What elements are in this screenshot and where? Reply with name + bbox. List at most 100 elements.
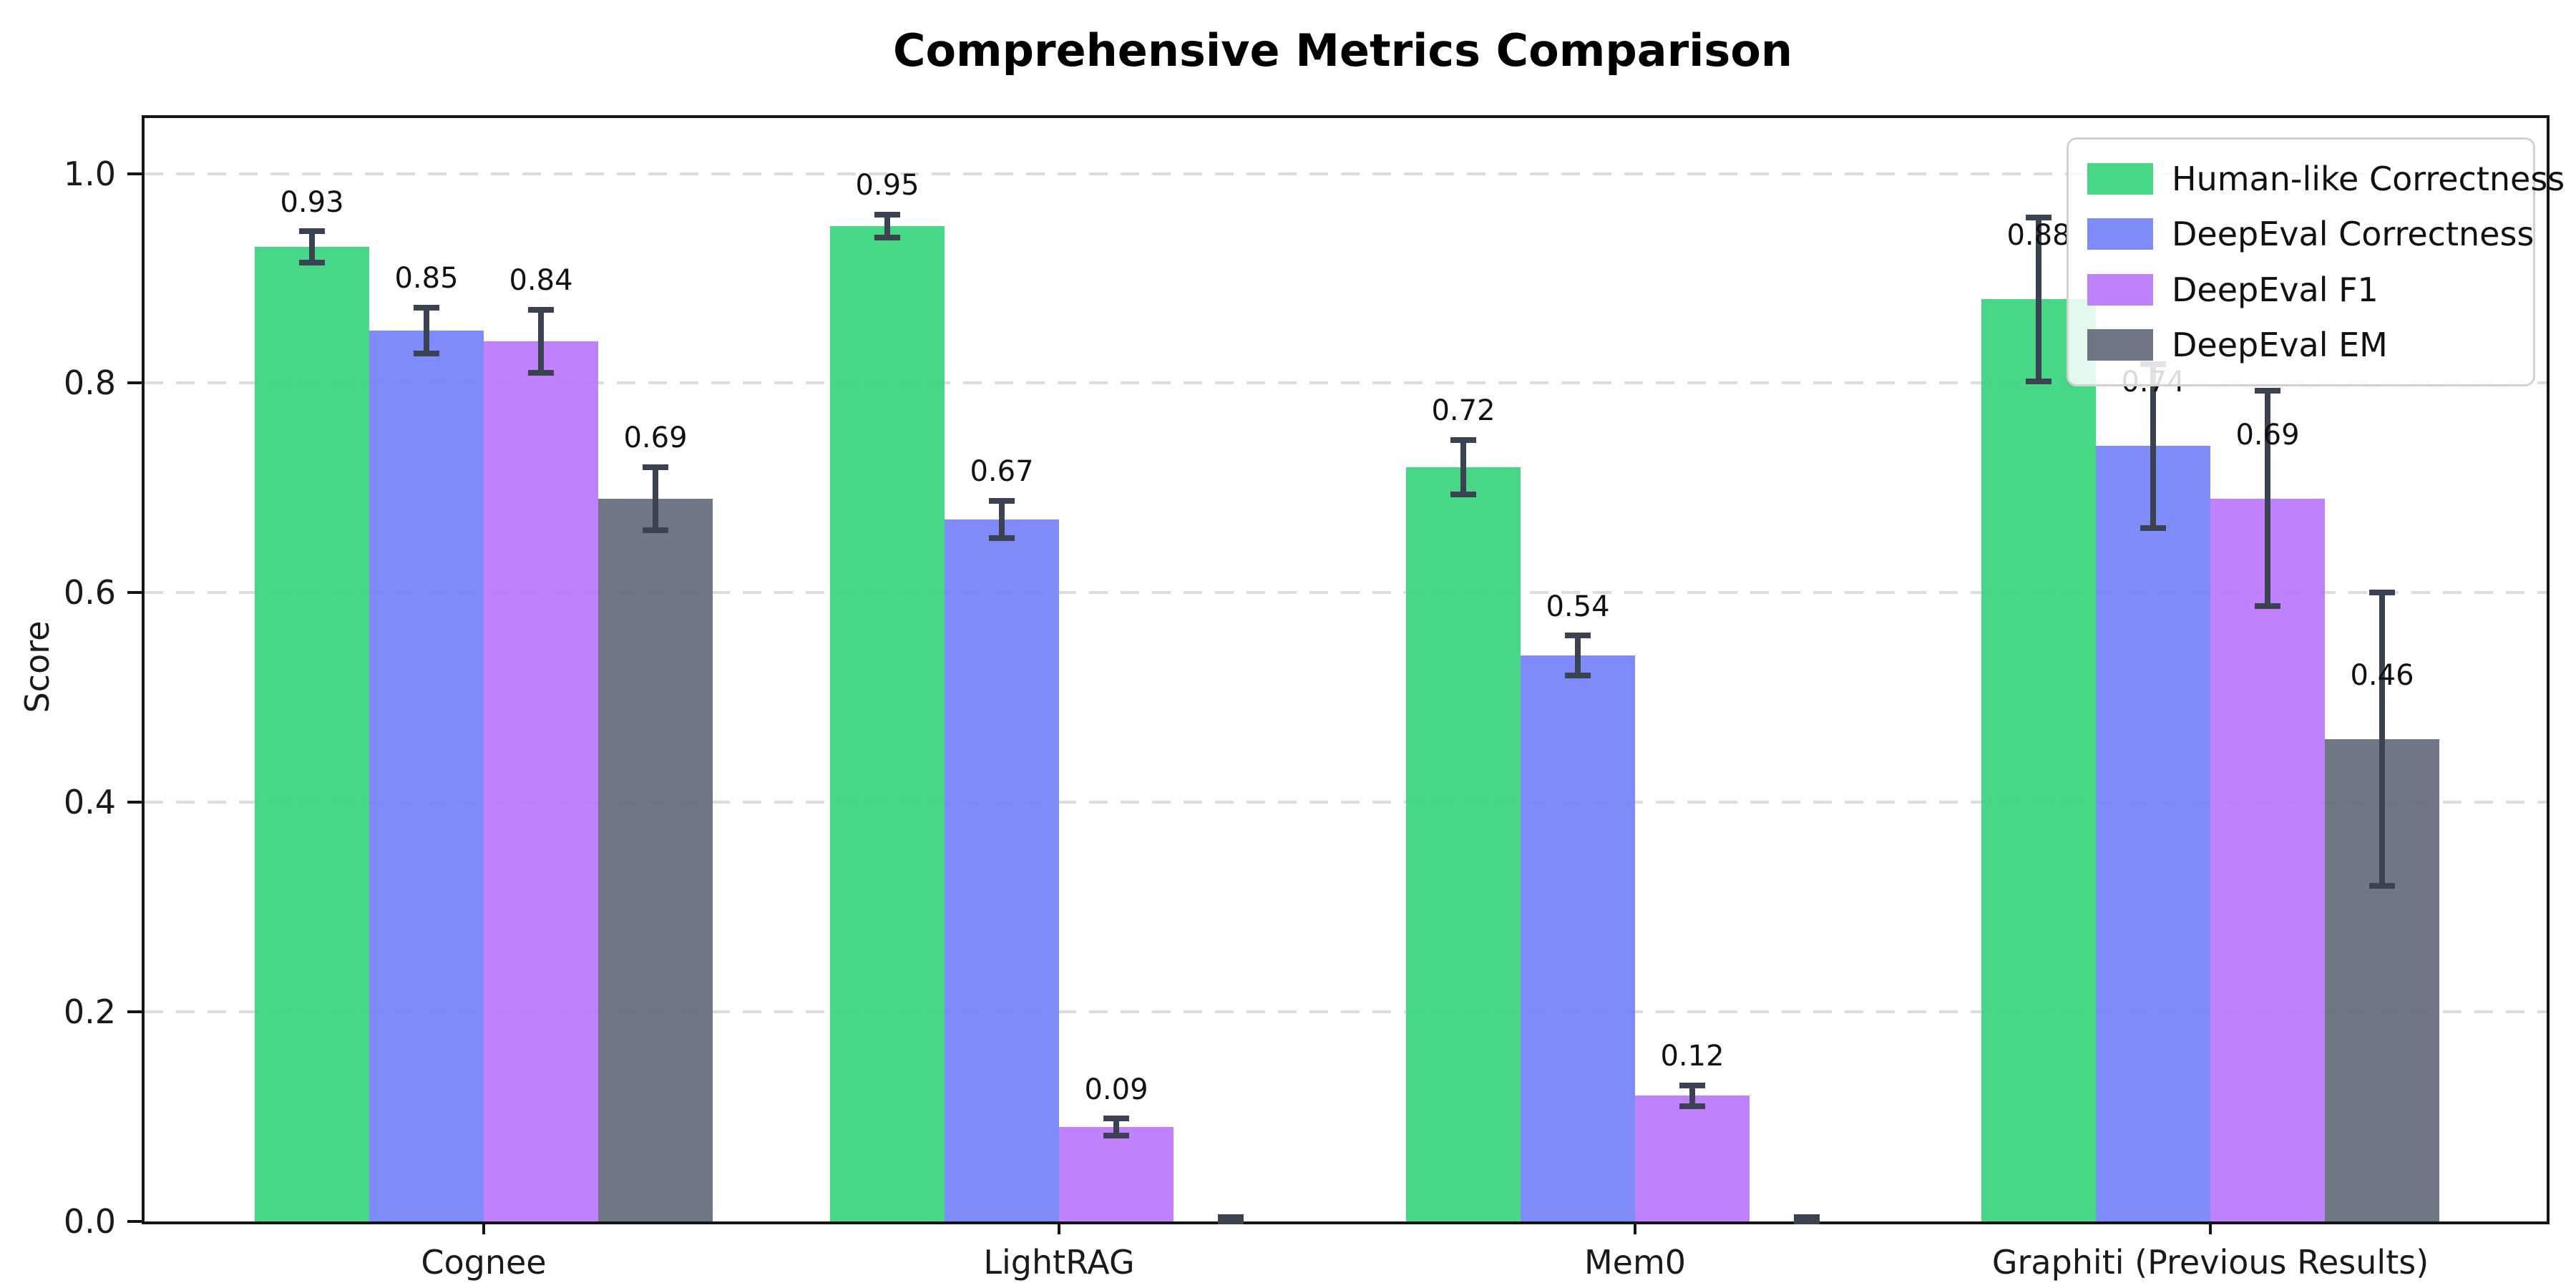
x-category-label: Graphiti (Previous Results)	[1991, 1243, 2429, 1282]
error-bar-cap-top	[643, 464, 668, 470]
legend-label: DeepEval F1	[2172, 270, 2379, 309]
x-category-label: Cognee	[421, 1243, 547, 1282]
error-bar-cap-top	[874, 211, 900, 218]
error-bar	[1689, 1085, 1695, 1106]
bar-value-label: 0.67	[970, 454, 1034, 488]
legend-swatch	[2087, 163, 2153, 195]
error-bar-cap-top	[1794, 1214, 1820, 1221]
error-bar-cap-top	[414, 305, 439, 311]
y-tick-label: 0.6	[63, 573, 116, 613]
bar	[2210, 498, 2325, 1221]
plot-area: Human-like Correctness DeepEval Correctne…	[64, 115, 2565, 1282]
error-bar-cap-top	[528, 306, 554, 313]
error-bar	[538, 309, 544, 373]
x-category-label: LightRAG	[983, 1243, 1135, 1282]
error-bar-cap-top	[2026, 215, 2051, 221]
gridline	[145, 381, 2547, 385]
y-tick-label: 1.0	[63, 154, 116, 193]
error-bar-cap-top	[1565, 633, 1591, 639]
error-bar-cap-top	[1218, 1214, 1244, 1221]
legend-swatch	[2087, 273, 2153, 306]
y-tick	[127, 172, 142, 175]
error-bar	[1575, 635, 1581, 676]
bar-value-label: 0.84	[509, 264, 573, 298]
gridline	[145, 1010, 2547, 1014]
bar	[1521, 655, 1635, 1221]
error-bar-cap-bottom	[1218, 1219, 1244, 1224]
error-bar	[309, 231, 315, 263]
x-category-label: Mem0	[1584, 1243, 1687, 1282]
error-bar-cap-bottom	[2369, 883, 2395, 889]
bar-value-label: 0.69	[623, 421, 688, 455]
error-bar-cap-bottom	[1565, 673, 1591, 679]
error-bar-cap-top	[1103, 1116, 1129, 1122]
bar	[2096, 446, 2210, 1221]
gridline	[145, 172, 2547, 175]
legend-label: DeepEval EM	[2172, 325, 2388, 364]
error-bar-cap-bottom	[989, 535, 1015, 542]
bar-value-label: 0.93	[280, 185, 344, 219]
error-bar	[2036, 218, 2041, 381]
error-bar	[999, 500, 1005, 539]
error-bar-cap-bottom	[528, 369, 554, 376]
error-bar-cap-top	[2369, 590, 2395, 596]
error-bar-cap-bottom	[2140, 525, 2166, 531]
bar-value-label: 0.69	[2235, 418, 2300, 452]
y-tick-label: 0.4	[63, 783, 116, 822]
legend-item: DeepEval F1	[2087, 266, 2514, 313]
error-bar	[2379, 592, 2385, 887]
error-bar	[1113, 1118, 1119, 1136]
error-bar	[2265, 390, 2270, 607]
error-bar-cap-bottom	[874, 234, 900, 240]
bar	[598, 498, 713, 1221]
error-bar-cap-bottom	[299, 260, 325, 266]
legend-item: Human-like Correctness	[2087, 155, 2565, 203]
error-bar-cap-bottom	[2026, 378, 2051, 384]
error-bar-cap-bottom	[1794, 1219, 1820, 1224]
error-bar	[884, 214, 890, 238]
legend: Human-like Correctness DeepEval Correctne…	[2067, 137, 2565, 386]
y-axis-label: Score	[18, 620, 57, 713]
bar-value-label: 0.95	[855, 169, 919, 203]
y-tick	[127, 591, 142, 595]
y-tick	[127, 801, 142, 804]
error-bar-cap-top	[989, 497, 1015, 504]
bar	[1981, 299, 2096, 1221]
bar	[369, 331, 484, 1221]
bar	[1635, 1096, 1750, 1221]
bar	[945, 519, 1059, 1221]
y-tick	[127, 1010, 142, 1014]
error-bar-cap-top	[1450, 436, 1476, 443]
x-tick	[482, 1221, 485, 1234]
y-tick	[127, 1220, 142, 1223]
legend-swatch	[2087, 218, 2153, 250]
error-bar-cap-bottom	[1103, 1132, 1129, 1138]
bar	[255, 247, 369, 1221]
y-tick-label: 0.2	[63, 992, 116, 1032]
x-tick	[1058, 1221, 1060, 1234]
error-bar	[1460, 439, 1466, 494]
error-bar-cap-top	[2255, 387, 2280, 394]
legend-label: DeepEval Correctness	[2172, 215, 2534, 254]
bar-value-label: 0.09	[1084, 1073, 1148, 1106]
legend-item: DeepEval Correctness	[2087, 210, 2534, 258]
bar-value-label: 0.46	[2350, 659, 2414, 693]
bar-value-label: 0.85	[394, 262, 459, 296]
error-bar-cap-top	[299, 228, 325, 235]
bar	[1406, 467, 1521, 1221]
y-tick-label: 0.8	[63, 364, 116, 403]
legend-swatch	[2087, 328, 2153, 361]
bar-value-label: 0.72	[1431, 394, 1496, 427]
error-bar-cap-bottom	[1679, 1103, 1705, 1109]
chart-title: Comprehensive Metrics Comparison	[892, 24, 1793, 77]
gridline	[145, 801, 2547, 804]
error-bar	[424, 308, 429, 354]
error-bar	[2150, 364, 2156, 528]
bar-value-label: 0.12	[1660, 1040, 1724, 1073]
x-tick	[1634, 1221, 1636, 1234]
error-bar-cap-bottom	[643, 527, 668, 533]
legend-item: DeepEval EM	[2087, 321, 2514, 369]
error-bar-cap-bottom	[2255, 603, 2280, 610]
bar-value-label: 0.54	[1546, 590, 1610, 623]
